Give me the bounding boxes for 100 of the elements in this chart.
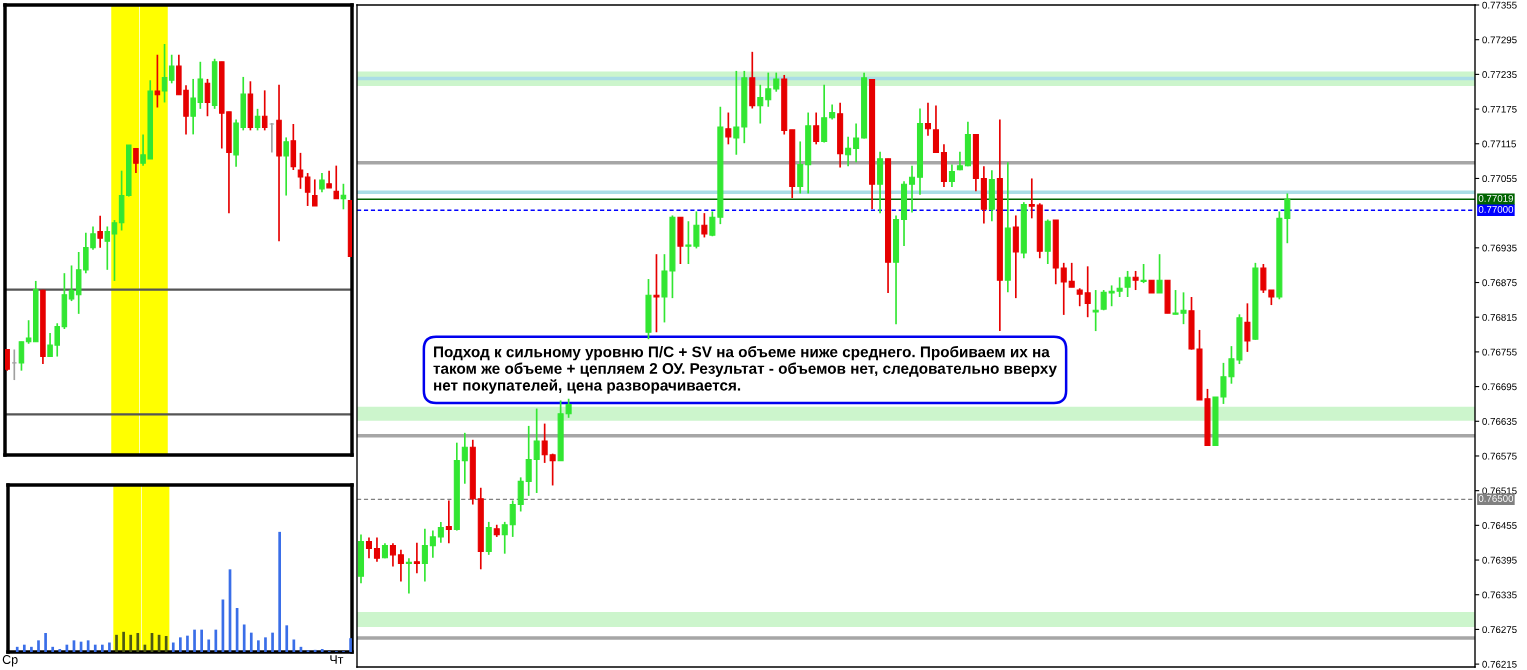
candlestick [549, 452, 556, 487]
candlestick [319, 172, 325, 194]
candlestick [333, 164, 340, 200]
candlestick [1156, 253, 1163, 294]
candlestick [733, 70, 740, 156]
ref-line-label: 0.77019 [1478, 194, 1514, 202]
candlestick [709, 210, 716, 238]
y-tick-label: 0.76875 [1482, 279, 1517, 287]
candlestick [1028, 177, 1035, 220]
candlestick [261, 89, 268, 132]
candlestick [821, 83, 828, 144]
candlestick [701, 212, 708, 239]
y-tick-label: 0.77055 [1482, 175, 1517, 183]
candlestick [908, 164, 916, 214]
candlestick [312, 178, 318, 207]
candlestick [948, 163, 955, 188]
bar [249, 632, 253, 652]
candlestick [509, 499, 516, 538]
y-tick-label: 0.76215 [1482, 660, 1517, 668]
candlestick [429, 529, 436, 559]
y-tick-label: 0.77235 [1482, 71, 1517, 78]
candlestick [11, 348, 18, 381]
candlestick [365, 536, 373, 560]
candlestick [445, 499, 452, 545]
candlestick [283, 136, 289, 197]
candlestick [1244, 302, 1251, 353]
candlestick [373, 536, 380, 563]
candlestick [25, 319, 32, 345]
candlestick [1068, 262, 1075, 288]
bar [15, 646, 19, 652]
candlestick [773, 71, 780, 93]
candlestick [653, 253, 660, 334]
y-tick-label: 0.76935 [1482, 244, 1517, 252]
candlestick [765, 71, 772, 108]
bar [320, 649, 324, 652]
y-tick-label: 0.76455 [1482, 522, 1517, 529]
bar [257, 640, 260, 652]
bar [100, 644, 104, 652]
bar [285, 625, 289, 652]
candlestick [421, 527, 428, 583]
candlestick [525, 425, 532, 497]
candlestick [111, 219, 118, 282]
candlestick [1132, 270, 1139, 291]
y-tick-label: 0.76275 [1482, 626, 1517, 634]
bar [292, 639, 296, 652]
candlestick [405, 557, 412, 595]
candlestick [485, 521, 492, 556]
y-tick-label: 0.76635 [1482, 418, 1517, 425]
candlestick [161, 43, 168, 104]
bar [349, 638, 352, 652]
candlestick [5, 348, 10, 372]
bar [93, 644, 97, 652]
candlestick [254, 108, 261, 132]
bar [278, 531, 281, 652]
candlestick [304, 172, 311, 207]
candlestick [1140, 263, 1147, 284]
candlestick [104, 225, 111, 271]
bar [164, 636, 168, 652]
candlestick [133, 147, 139, 174]
candlestick [1116, 276, 1123, 298]
x-tick-label: Ср [2, 655, 18, 667]
candlestick [1092, 289, 1099, 332]
y-tick-label: 0.76575 [1482, 452, 1517, 460]
candlestick [397, 548, 404, 583]
candlestick [845, 135, 852, 168]
bar [136, 633, 140, 652]
candlestick [932, 104, 939, 154]
bar [30, 646, 33, 652]
bar [122, 631, 125, 652]
candlestick [168, 53, 175, 85]
candlestick [541, 422, 548, 464]
bar [186, 635, 189, 652]
y-tick-label: 0.76815 [1482, 313, 1517, 321]
candlestick [517, 476, 524, 513]
ref-line-label: 0.76500 [1478, 495, 1514, 502]
bar [214, 629, 218, 652]
candlestick [924, 101, 932, 137]
candlestick [813, 111, 820, 146]
bar [58, 649, 62, 652]
bar [51, 646, 55, 652]
bar [200, 629, 203, 652]
y-tick-label: 0.76515 [1482, 487, 1517, 495]
candlestick [1084, 265, 1091, 319]
candlestick [1060, 262, 1067, 316]
candlestick [297, 152, 304, 190]
bar [44, 633, 47, 652]
bar [171, 642, 175, 652]
candlestick [1108, 284, 1115, 308]
bar [242, 624, 246, 652]
annotation: Подход к сильному уровню П/С + SV на объеме ниже среднего. Пробиваем их на таком же объеме + цепляем 2 ОУ. Результат - объемов нет, следовательно вверху нет покупателей, цена разворачивается. [433, 345, 1057, 394]
bar [207, 639, 211, 652]
bar [271, 632, 274, 652]
candlestick [437, 521, 444, 544]
candlestick [68, 264, 75, 302]
candlestick [501, 521, 508, 555]
bar [129, 634, 133, 652]
candlestick [1284, 192, 1291, 245]
candlestick [18, 340, 25, 372]
candlestick [725, 111, 732, 146]
bar [37, 640, 40, 652]
